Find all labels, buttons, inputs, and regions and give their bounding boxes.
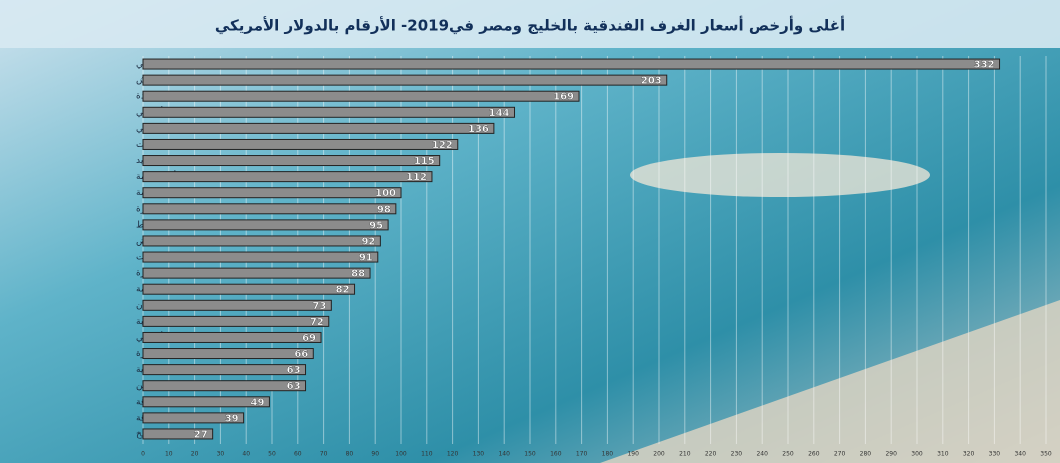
- value-label: 63: [287, 381, 301, 392]
- x-tick-label: 100: [395, 451, 407, 458]
- bar: [143, 188, 401, 198]
- x-tick-label: 190: [627, 451, 639, 458]
- value-label: 82: [336, 285, 350, 296]
- value-label: 169: [553, 92, 574, 103]
- x-tick-label: 180: [602, 451, 614, 458]
- value-label: 66: [294, 349, 308, 360]
- bar: [143, 107, 515, 117]
- x-tick-label: 150: [524, 451, 536, 458]
- x-tick-label: 350: [1040, 451, 1052, 458]
- value-label: 69: [302, 333, 316, 344]
- x-tick-label: 170: [576, 451, 588, 458]
- bar: [143, 365, 306, 375]
- bar: [143, 220, 388, 230]
- x-tick-label: 80: [346, 451, 354, 458]
- x-tick-label: 160: [550, 451, 562, 458]
- x-tick-label: 300: [911, 451, 923, 458]
- x-tick-label: 20: [191, 451, 199, 458]
- value-label: 332: [974, 60, 995, 71]
- x-tick-label: 340: [1014, 451, 1026, 458]
- x-tick-label: 200: [653, 451, 665, 458]
- bar: [143, 139, 458, 149]
- value-label: 122: [432, 140, 453, 151]
- x-tick-label: 270: [834, 451, 846, 458]
- bar: [143, 156, 440, 166]
- x-tick-label: 290: [885, 451, 897, 458]
- x-tick-label: 90: [371, 451, 379, 458]
- value-label: 72: [310, 317, 324, 328]
- value-label: 39: [225, 413, 239, 424]
- x-tick-label: 280: [860, 451, 872, 458]
- x-tick-label: 140: [498, 451, 510, 458]
- bar: [143, 204, 396, 214]
- bar: [143, 349, 313, 359]
- x-tick-label: 70: [320, 451, 328, 458]
- chart: أغلى وأرخص أسعار الغرف الفندقية بالخليج …: [0, 0, 1060, 463]
- x-tick-label: 50: [268, 451, 276, 458]
- x-tick-label: 240: [756, 451, 768, 458]
- value-label: 92: [361, 236, 375, 247]
- value-label: 136: [468, 124, 489, 135]
- x-tick-label: 120: [447, 451, 459, 458]
- x-tick-label: 130: [473, 451, 485, 458]
- value-label: 144: [489, 108, 510, 119]
- value-label: 203: [641, 76, 662, 87]
- x-tick-label: 210: [679, 451, 691, 458]
- x-tick-label: 60: [294, 451, 302, 458]
- value-label: 88: [351, 269, 365, 280]
- x-tick-label: 230: [731, 451, 743, 458]
- x-tick-label: 310: [937, 451, 949, 458]
- bar: [143, 91, 579, 101]
- value-label: 95: [369, 220, 383, 231]
- bar: [143, 172, 432, 182]
- bar: [143, 268, 370, 278]
- bar: [143, 300, 331, 310]
- bar: [143, 284, 355, 294]
- x-tick-label: 40: [242, 451, 250, 458]
- value-label: 100: [375, 188, 396, 199]
- x-tick-label: 10: [165, 451, 173, 458]
- x-tick-label: 330: [989, 451, 1001, 458]
- x-tick-label: 250: [782, 451, 794, 458]
- value-label: 115: [414, 156, 435, 167]
- bar: [143, 252, 378, 262]
- bar: [143, 236, 380, 246]
- bar: [143, 332, 321, 342]
- x-tick-label: 220: [705, 451, 717, 458]
- value-label: 49: [250, 397, 264, 408]
- x-tick-label: 30: [217, 451, 225, 458]
- x-tick-label: 110: [421, 451, 433, 458]
- value-label: 91: [359, 253, 373, 264]
- bar: [143, 381, 306, 391]
- x-tick-label: 0: [141, 451, 145, 458]
- value-label: 112: [406, 172, 427, 183]
- x-tick-label: 260: [808, 451, 820, 458]
- value-label: 98: [377, 204, 391, 215]
- bar: [143, 316, 329, 326]
- bar: [143, 59, 1000, 69]
- x-tick-label: 320: [963, 451, 975, 458]
- chart-title: أغلى وأرخص أسعار الغرف الفندقية بالخليج …: [215, 16, 845, 35]
- value-label: 27: [194, 429, 208, 440]
- bar: [143, 123, 494, 133]
- bar: [143, 75, 667, 85]
- island: [630, 153, 930, 197]
- value-label: 73: [312, 301, 326, 312]
- value-label: 63: [287, 365, 301, 376]
